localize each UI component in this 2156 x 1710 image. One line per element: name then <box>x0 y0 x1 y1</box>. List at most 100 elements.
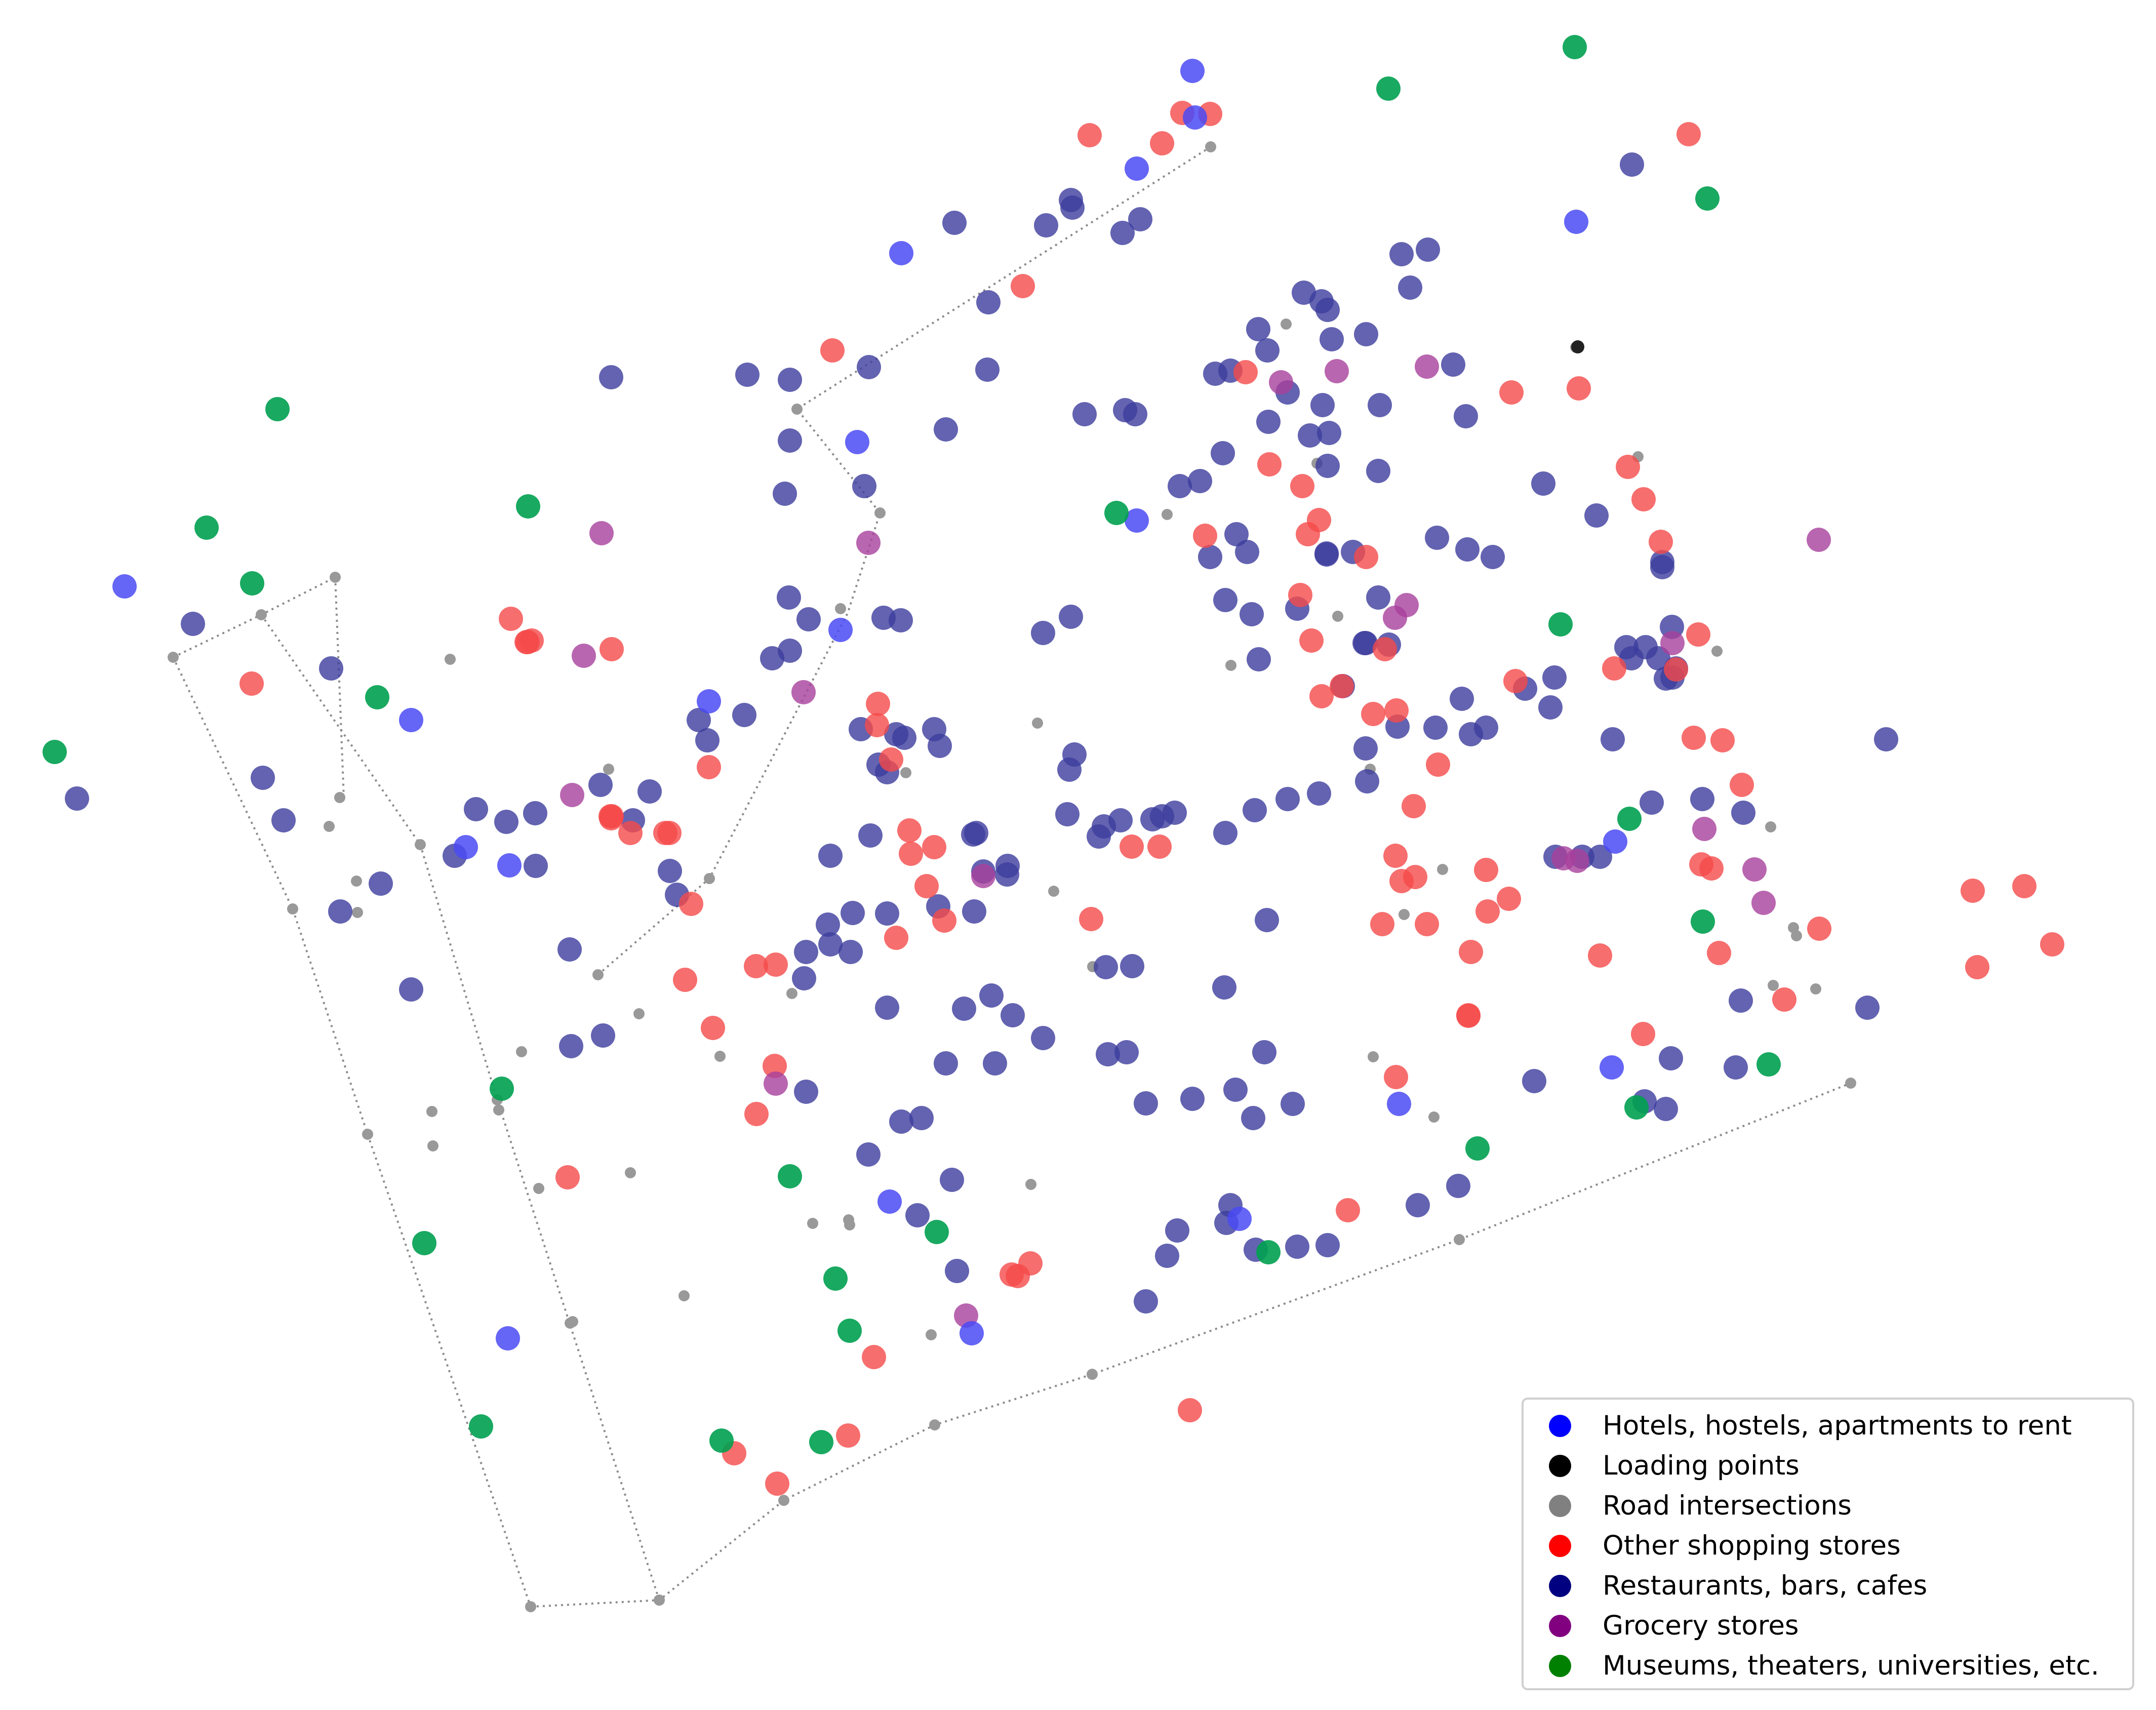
road-intersection-point <box>445 654 456 665</box>
restaurant-point <box>1224 522 1249 546</box>
shop-point <box>1686 622 1710 647</box>
restaurant-point <box>588 773 613 797</box>
shop-point <box>1475 899 1500 924</box>
restaurant-point <box>1252 1040 1276 1064</box>
shop-point <box>1631 487 1656 511</box>
restaurant-point <box>1588 845 1612 869</box>
restaurant-point <box>1455 537 1480 562</box>
legend-item-museums: Museums, theaters, universities, etc. <box>1536 1646 2120 1686</box>
shop-point <box>600 637 624 661</box>
hotel-point <box>1180 59 1205 83</box>
road-intersection-point <box>567 1316 578 1327</box>
road-intersection-point <box>1454 1234 1465 1245</box>
shop-point <box>1383 844 1408 868</box>
shop-point <box>1961 879 1985 903</box>
restaurant-point <box>1055 802 1080 826</box>
hotel-point <box>1387 1092 1411 1116</box>
restaurant-point <box>637 779 662 804</box>
restaurant-point <box>1243 798 1267 822</box>
hotel-point <box>1600 1055 1624 1080</box>
shop-point <box>1616 455 1640 479</box>
road-intersection-point <box>900 767 911 778</box>
shop-point <box>914 874 939 898</box>
restaurant-point <box>1255 908 1279 932</box>
legend-item-hotels: Hotels, hostels, apartments to rent <box>1536 1406 2120 1446</box>
restaurant-point <box>1366 459 1390 483</box>
restaurant-point <box>1315 1233 1340 1257</box>
road-intersection-point <box>1399 909 1410 920</box>
restaurant-point <box>818 932 843 957</box>
shop-point <box>1415 912 1439 936</box>
restaurant-point <box>889 1109 913 1134</box>
museum-point <box>823 1266 848 1291</box>
shop-point <box>866 692 890 716</box>
shop-point <box>1664 657 1688 682</box>
shop-point <box>499 607 523 631</box>
hotel-point <box>112 574 137 599</box>
shop-point <box>1233 360 1258 384</box>
shop-point <box>922 835 946 859</box>
road-intersection-point <box>533 1183 544 1194</box>
grocery-point <box>572 644 596 668</box>
legend-marker-museums <box>1549 1654 1571 1677</box>
restaurant-point <box>778 428 802 453</box>
hotel-point <box>889 241 913 265</box>
shop-point <box>1710 728 1735 752</box>
road-intersection-point <box>256 609 267 620</box>
road-intersection-point <box>287 903 298 914</box>
shop-point <box>1699 856 1724 881</box>
hotel-point <box>1183 105 1207 130</box>
restaurant-point <box>251 766 275 790</box>
restaurant-point <box>852 474 876 498</box>
restaurant-point <box>1731 801 1755 825</box>
road-intersection-point <box>1162 509 1173 520</box>
museum-point <box>194 515 219 540</box>
hotel-point <box>845 430 869 454</box>
legend-label-museums: Museums, theaters, universities, etc. <box>1603 1650 2099 1681</box>
restaurant-point <box>1659 1046 1683 1070</box>
hotel-point <box>496 1326 520 1350</box>
restaurant-point <box>1114 1040 1139 1064</box>
road-intersections <box>168 141 1856 1612</box>
restaurant-point <box>1538 695 1563 720</box>
restaurant-point <box>1150 804 1174 828</box>
road-intersection-point <box>791 404 803 415</box>
shop-point <box>1336 1198 1360 1222</box>
shop-point <box>1772 987 1796 1012</box>
restaurant-point <box>1123 402 1147 426</box>
museum-point <box>925 1220 949 1244</box>
restaurant-point <box>1855 996 1880 1020</box>
shop-point <box>763 1054 787 1078</box>
grocery-point <box>1742 857 1767 882</box>
restaurant-point <box>524 854 548 878</box>
restaurant-point <box>1317 421 1341 445</box>
shop-point <box>879 747 903 772</box>
legend-marker-intersections <box>1549 1494 1571 1517</box>
museum-point <box>516 494 540 519</box>
restaurant-point <box>1188 469 1212 493</box>
shop-point <box>1257 452 1282 476</box>
museum-point <box>1617 807 1642 831</box>
legend-label-hotels: Hotels, hostels, apartments to rent <box>1603 1410 2072 1441</box>
restaurant-point <box>1654 1097 1678 1121</box>
restaurant-point <box>961 822 985 847</box>
shop-point <box>1402 794 1426 818</box>
restaurant-point <box>1168 474 1192 498</box>
road-intersection-point <box>678 1290 690 1301</box>
restaurant-point <box>928 734 952 758</box>
legend-label-shops: Other shopping stores <box>1603 1530 1901 1561</box>
restaurant-point <box>1256 410 1281 434</box>
shop-point <box>1631 1022 1655 1046</box>
restaurant-point <box>399 977 423 1002</box>
road-intersection-point <box>1768 980 1779 991</box>
shop-point <box>765 1472 789 1496</box>
shop-point <box>744 954 768 978</box>
restaurant-point <box>1398 275 1422 300</box>
hotel-point <box>697 689 721 713</box>
museum-point <box>709 1428 734 1453</box>
shop-point <box>1354 545 1378 569</box>
restaurant-point <box>1640 790 1664 815</box>
road-intersection-point <box>426 1106 437 1117</box>
road-intersection-point <box>330 572 341 583</box>
restaurant-point <box>976 290 1001 314</box>
